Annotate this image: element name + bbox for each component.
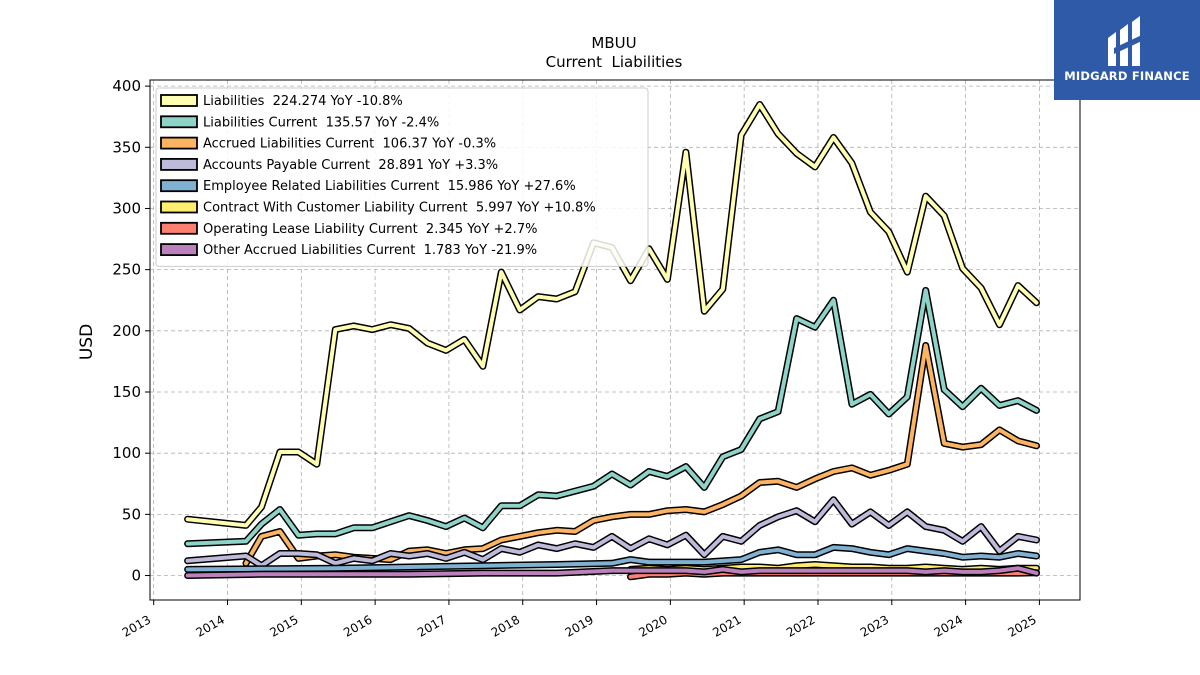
y-tick-label: 0 (131, 567, 141, 585)
legend-swatch (160, 115, 198, 129)
y-tick-label: 50 (122, 505, 141, 523)
legend: Liabilities 224.274 YoY -10.8% Liabilitie… (155, 87, 649, 267)
series-line-outline (184, 286, 1040, 548)
legend-swatch (160, 243, 198, 257)
y-tick-label: 250 (112, 261, 141, 279)
x-tick-label: 2022 (784, 612, 817, 639)
chart-subtitle: Current Liabilities (546, 53, 683, 71)
legend-swatch (160, 179, 198, 193)
brand-logo: MIDGARD FINANCE (1054, 0, 1200, 100)
x-tick-label: 2015 (267, 612, 300, 639)
x-tick-label: 2017 (415, 612, 448, 639)
legend-entry: Contract With Customer Liability Current… (203, 201, 596, 216)
x-tick-label: 2014 (194, 612, 227, 639)
brand-name: MIDGARD FINANCE (1064, 69, 1190, 83)
legend-entry: Operating Lease Liability Current 2.345 … (203, 222, 537, 237)
legend-entry: Liabilities Current 135.57 YoY -2.4% (203, 115, 439, 130)
y-tick-label: 400 (112, 77, 141, 95)
y-axis-label: USD (77, 324, 97, 360)
y-tick-label: 200 (112, 322, 141, 340)
legend-entry: Accounts Payable Current 28.891 YoY +3.3… (203, 158, 498, 173)
series-layer (184, 101, 1040, 581)
x-tick-label: 2020 (636, 612, 669, 639)
legend-swatch (160, 136, 198, 150)
x-tick-label: 2013 (120, 612, 153, 639)
series-7 (184, 564, 1040, 579)
x-tick-label: 2016 (341, 612, 374, 639)
legend-swatch (160, 200, 198, 214)
x-tick-label: 2021 (710, 612, 743, 639)
series-3 (184, 496, 1040, 570)
x-tick-label: 2025 (1005, 612, 1038, 639)
chart-title: MBUU (591, 34, 636, 52)
legend-swatch (160, 157, 198, 171)
y-tick-label: 350 (112, 138, 141, 156)
x-tick-label: 2018 (489, 612, 522, 639)
x-axis: 2013 2014 2015 2016 2017 2018 2019 2020 2021 2022… (120, 600, 1040, 640)
legend-entry: Liabilities 224.274 YoY -10.8% (203, 94, 403, 109)
plot-frame (149, 79, 1081, 601)
x-tick-label: 2023 (858, 612, 891, 639)
y-tick-label: 150 (112, 383, 141, 401)
legend-box (155, 87, 649, 267)
y-tick-label: 100 (112, 444, 141, 462)
y-axis: 0 50 100 150 200 250 300 350 400 (112, 77, 150, 585)
series-0 (184, 101, 1040, 529)
y-tick-label: 300 (112, 199, 141, 217)
legend-swatch (160, 94, 198, 107)
series-line (185, 545, 1039, 572)
series-4 (184, 543, 1040, 573)
legend-swatch (160, 221, 198, 235)
series-line (185, 102, 1039, 528)
series-line (185, 566, 1039, 578)
midgard-logo-icon (1108, 16, 1144, 66)
series-line (185, 288, 1039, 546)
legend-entry: Employee Related Liabilities Current 15.… (203, 179, 576, 194)
series-1 (184, 286, 1040, 548)
x-tick-label: 2024 (932, 612, 965, 639)
legend-entry: Accrued Liabilities Current 106.37 YoY -… (203, 137, 496, 152)
series-line (185, 497, 1039, 568)
legend-entry: Other Accrued Liabilities Current 1.783 … (203, 243, 537, 258)
x-tick-label: 2019 (563, 612, 596, 639)
